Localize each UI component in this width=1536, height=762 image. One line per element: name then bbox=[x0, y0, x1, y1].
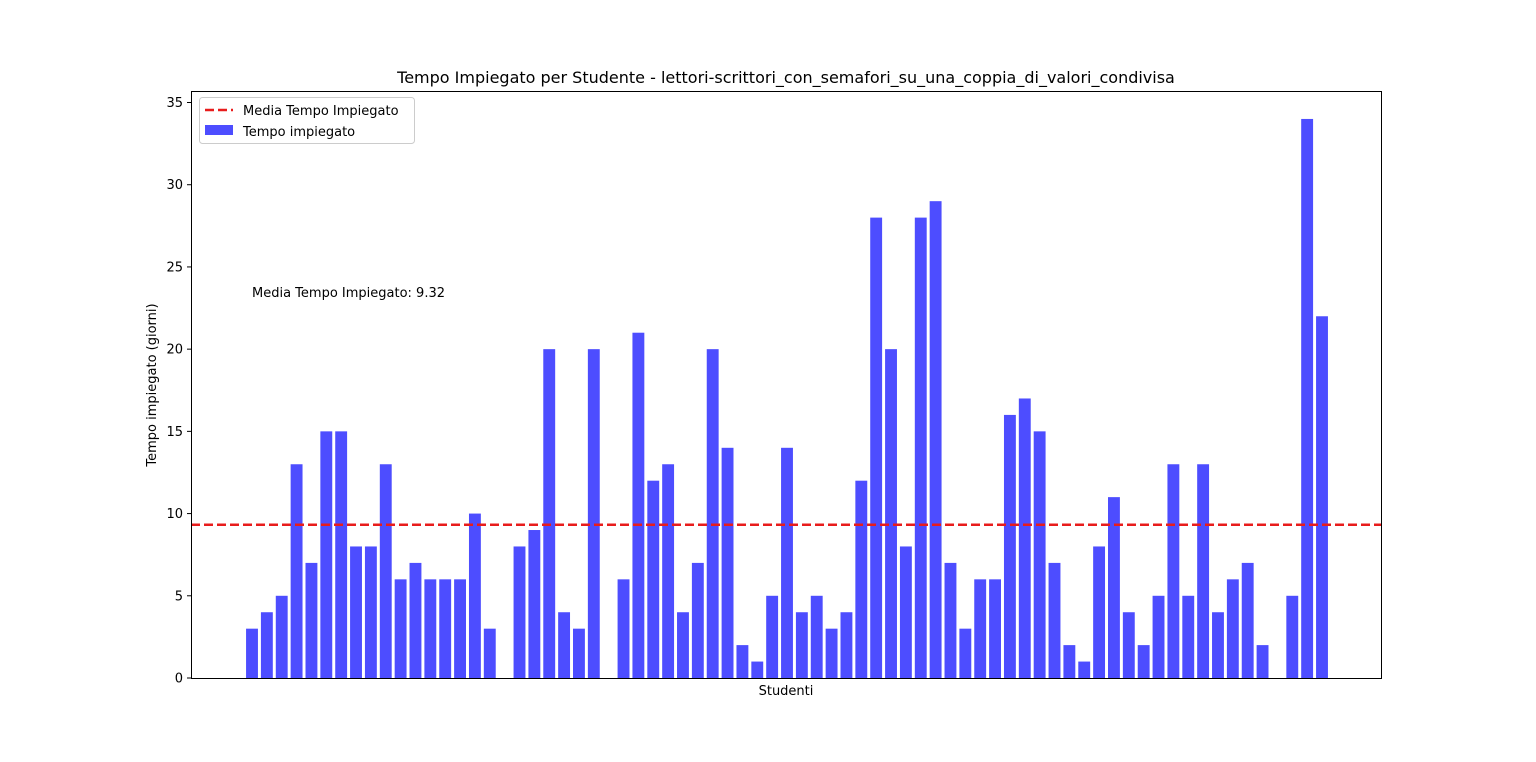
bar bbox=[1316, 316, 1328, 678]
bar bbox=[1018, 398, 1031, 678]
bar bbox=[1063, 645, 1076, 678]
bar bbox=[870, 217, 883, 679]
bar bbox=[350, 546, 362, 678]
bar bbox=[989, 579, 1001, 678]
bar bbox=[721, 447, 734, 678]
bar bbox=[751, 661, 764, 678]
bar bbox=[736, 645, 749, 678]
bar bbox=[394, 579, 407, 678]
bar bbox=[1093, 546, 1106, 678]
chart-title: Tempo Impiegato per Studente - lettori-s… bbox=[396, 68, 1175, 88]
bar bbox=[558, 612, 571, 678]
bar bbox=[483, 628, 496, 678]
bar bbox=[766, 595, 779, 678]
bar bbox=[885, 349, 897, 678]
bar bbox=[587, 349, 600, 678]
plot-frame bbox=[191, 91, 1382, 679]
bar bbox=[810, 595, 823, 678]
bar bbox=[1078, 661, 1091, 678]
bar bbox=[914, 217, 927, 679]
bar bbox=[944, 562, 957, 678]
bar bbox=[1182, 595, 1195, 678]
y-tick-label: 30 bbox=[166, 178, 183, 193]
y-axis-ticks: 0 5 10 15 20 25 30 35 bbox=[166, 96, 191, 687]
bar bbox=[929, 201, 942, 679]
y-tick-label: 20 bbox=[166, 343, 183, 358]
y-tick-label: 0 bbox=[175, 672, 183, 687]
bar bbox=[855, 480, 868, 678]
bar bbox=[677, 612, 689, 678]
y-tick-label: 5 bbox=[175, 589, 183, 604]
legend-mean-label: Media Tempo Impiegato bbox=[243, 104, 399, 119]
bars-group bbox=[246, 118, 1328, 679]
bar bbox=[305, 562, 318, 678]
bar bbox=[528, 530, 541, 678]
bar bbox=[959, 628, 972, 678]
y-tick-label: 25 bbox=[166, 260, 183, 275]
bar bbox=[409, 562, 422, 678]
x-axis-label: Studenti bbox=[759, 684, 814, 699]
bar bbox=[1212, 612, 1224, 678]
legend-bar-label: Tempo impiegato bbox=[242, 125, 355, 140]
bar bbox=[379, 464, 392, 678]
bar bbox=[1241, 562, 1254, 678]
bar bbox=[246, 628, 258, 678]
bar bbox=[1108, 497, 1120, 678]
bar bbox=[439, 579, 452, 678]
bar bbox=[647, 480, 660, 678]
bar bbox=[632, 332, 645, 678]
bar bbox=[1033, 431, 1046, 678]
bar bbox=[468, 513, 481, 678]
bar bbox=[781, 447, 793, 678]
bar bbox=[1301, 118, 1314, 678]
bar bbox=[1122, 612, 1135, 678]
y-axis-label: Tempo impiegato (giorni) bbox=[145, 303, 160, 467]
bar bbox=[974, 579, 987, 678]
bar bbox=[825, 628, 838, 678]
y-tick-label: 15 bbox=[166, 425, 183, 440]
mean-annotation: Media Tempo Impiegato: 9.32 bbox=[252, 286, 445, 301]
bar bbox=[335, 431, 348, 678]
bar bbox=[1286, 595, 1299, 678]
bar bbox=[454, 579, 466, 678]
bar bbox=[1003, 414, 1016, 678]
legend-box bbox=[199, 97, 415, 144]
bar bbox=[662, 464, 675, 678]
bar bbox=[320, 431, 333, 678]
bar bbox=[424, 579, 437, 678]
bar bbox=[1197, 464, 1210, 678]
bar bbox=[543, 349, 556, 678]
bar bbox=[573, 628, 585, 678]
bar bbox=[260, 612, 273, 678]
y-tick-label: 35 bbox=[166, 96, 183, 111]
bar bbox=[706, 349, 719, 678]
bar bbox=[1167, 464, 1180, 678]
bar bbox=[1256, 645, 1269, 678]
bar bbox=[1048, 562, 1061, 678]
bar bbox=[840, 612, 853, 678]
bar bbox=[1226, 579, 1239, 678]
y-tick-label: 10 bbox=[166, 507, 183, 522]
bar bbox=[1152, 595, 1165, 678]
bar bbox=[899, 546, 912, 678]
bar bbox=[513, 546, 526, 678]
bar bbox=[364, 546, 377, 678]
bar bbox=[617, 579, 630, 678]
legend: Media Tempo Impiegato Tempo impiegato bbox=[199, 97, 415, 144]
bar bbox=[290, 464, 303, 678]
bar bbox=[275, 595, 288, 678]
legend-bar-swatch bbox=[205, 125, 233, 135]
bar bbox=[1137, 645, 1150, 678]
bar bbox=[795, 612, 808, 678]
bar bbox=[691, 562, 704, 678]
